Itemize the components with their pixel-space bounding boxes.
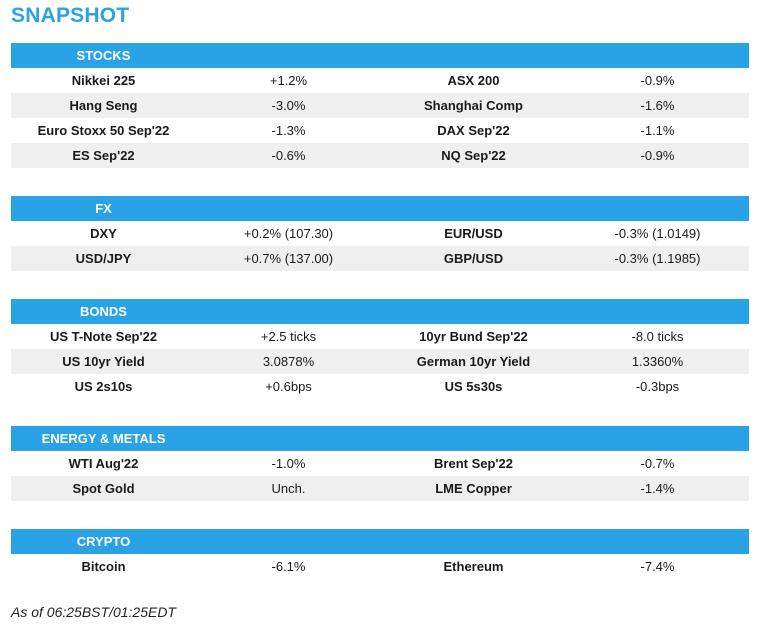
instrument-name: LME Copper <box>435 481 512 496</box>
section-header: CRYPTO <box>11 529 749 554</box>
section-header: ENERGY & METALS <box>11 426 749 451</box>
instrument-change: 1.3360% <box>631 354 684 369</box>
section-title: STOCKS <box>76 48 131 63</box>
instrument-name: NQ Sep'22 <box>441 148 506 163</box>
page-title: SNAPSHOT <box>11 4 130 27</box>
instrument-change: +1.2% <box>269 73 308 88</box>
section-stocks: STOCKS Nikkei 225 +1.2% ASX 200 -0.9% Hang Se… <box>11 43 749 168</box>
section-fx: FX DXY +0.2% (107.30) EUR/USD -0.3% (1.0149)… <box>11 196 749 271</box>
instrument-name: Ethereum <box>443 559 504 574</box>
instrument-name: Nikkei 225 <box>71 73 136 88</box>
instrument-name: EUR/USD <box>444 226 503 241</box>
section-title: FX <box>95 201 112 216</box>
instrument-change: -0.3% (1.1985) <box>614 251 701 266</box>
instrument-change: 3.0878% <box>262 354 315 369</box>
instrument-name: Shanghai Comp <box>424 98 523 113</box>
section-title: ENERGY & METALS <box>41 431 166 446</box>
instrument-name: Euro Stoxx 50 Sep'22 <box>37 123 170 138</box>
instrument-name: ES Sep'22 <box>72 148 135 163</box>
section-title: BONDS <box>80 304 127 319</box>
section-title: CRYPTO <box>76 534 131 549</box>
instrument-change: -7.4% <box>640 559 675 574</box>
instrument-name: Spot Gold <box>72 481 135 496</box>
table-row: Spot Gold Unch. LME Copper -1.4% <box>11 476 749 501</box>
instrument-name: DAX Sep'22 <box>437 123 510 138</box>
instrument-name: 10yr Bund Sep'22 <box>419 329 528 344</box>
instrument-name: Hang Seng <box>69 98 138 113</box>
instrument-change: -0.9% <box>640 148 675 163</box>
table-row: Bitcoin -6.1% Ethereum -7.4% <box>11 554 749 579</box>
instrument-name: GBP/USD <box>443 251 504 266</box>
instrument-name: US 5s30s <box>444 379 503 394</box>
table-row: WTI Aug'22 -1.0% Brent Sep'22 -0.7% <box>11 451 749 476</box>
instrument-change: +0.2% (107.30) <box>243 226 334 241</box>
instrument-name: US 2s10s <box>74 379 133 394</box>
section-crypto: CRYPTO Bitcoin -6.1% Ethereum -7.4% <box>11 529 749 579</box>
section-header: FX <box>11 196 749 221</box>
instrument-change: -1.3% <box>271 123 306 138</box>
instrument-change: -0.3bps <box>635 379 680 394</box>
table-row: Euro Stoxx 50 Sep'22 -1.3% DAX Sep'22 -1.1% <box>11 118 749 143</box>
instrument-change: -0.9% <box>640 73 675 88</box>
instrument-change: -1.0% <box>271 456 306 471</box>
instrument-change: -3.0% <box>271 98 306 113</box>
instrument-change: -1.4% <box>640 481 675 496</box>
instrument-name: US T-Note Sep'22 <box>49 329 158 344</box>
instrument-change: -6.1% <box>271 559 306 574</box>
instrument-name: WTI Aug'22 <box>68 456 139 471</box>
instrument-change: -8.0 ticks <box>631 329 684 344</box>
section-bonds: BONDS US T-Note Sep'22 +2.5 ticks 10yr Bund… <box>11 299 749 399</box>
instrument-change: -1.1% <box>640 123 675 138</box>
timestamp-footer: As of 06:25BST/01:25EDT <box>11 604 176 620</box>
instrument-change: -1.6% <box>640 98 675 113</box>
section-header: STOCKS <box>11 43 749 68</box>
instrument-name: DXY <box>90 226 117 241</box>
instrument-name: USD/JPY <box>75 251 132 266</box>
instrument-change: -0.3% (1.0149) <box>614 226 701 241</box>
table-row: USD/JPY +0.7% (137.00) GBP/USD -0.3% (1.198… <box>11 246 749 271</box>
instrument-change: +0.7% (137.00) <box>243 251 334 266</box>
instrument-name: Brent Sep'22 <box>434 456 513 471</box>
table-row: US 10yr Yield 3.0878% German 10yr Yield 1.3… <box>11 349 749 374</box>
section-header: BONDS <box>11 299 749 324</box>
section-energy-metals: ENERGY & METALS WTI Aug'22 -1.0% Brent Sep'… <box>11 426 749 501</box>
instrument-name: German 10yr Yield <box>416 354 531 369</box>
instrument-change: -0.7% <box>640 456 675 471</box>
table-row: DXY +0.2% (107.30) EUR/USD -0.3% (1.0149) <box>11 221 749 246</box>
instrument-name: US 10yr Yield <box>62 354 145 369</box>
instrument-change: Unch. <box>271 481 306 496</box>
table-row: Hang Seng -3.0% Shanghai Comp -1.6% <box>11 93 749 118</box>
table-row: ES Sep'22 -0.6% NQ Sep'22 -0.9% <box>11 143 749 168</box>
table-row: US 2s10s +0.6bps US 5s30s -0.3bps <box>11 374 749 399</box>
instrument-change: +2.5 ticks <box>260 329 317 344</box>
table-row: Nikkei 225 +1.2% ASX 200 -0.9% <box>11 68 749 93</box>
instrument-name: Bitcoin <box>81 559 126 574</box>
instrument-change: +0.6bps <box>265 379 312 394</box>
instrument-change: -0.6% <box>271 148 306 163</box>
instrument-name: ASX 200 <box>447 73 500 88</box>
table-row: US T-Note Sep'22 +2.5 ticks 10yr Bund Sep'… <box>11 324 749 349</box>
